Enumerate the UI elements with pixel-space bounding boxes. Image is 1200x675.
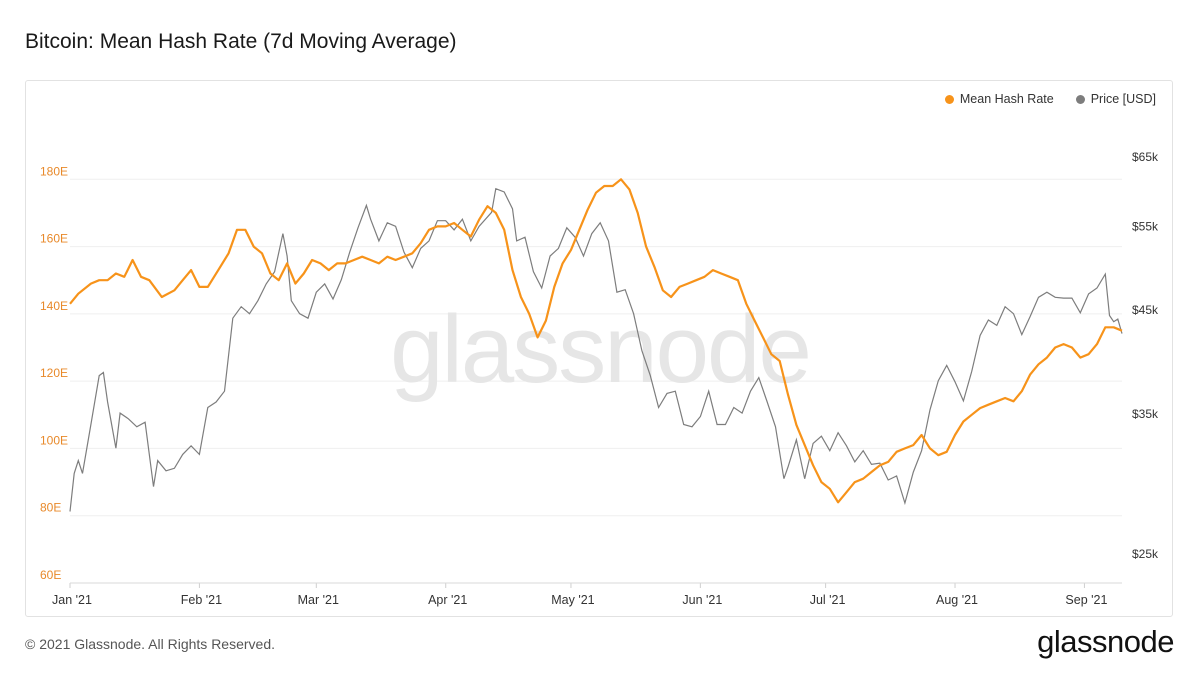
y-left-tick-label: 100E: [40, 433, 68, 447]
x-tick-label: Jul '21: [810, 593, 846, 607]
chart-legend: Mean Hash Rate Price [USD]: [944, 92, 1156, 106]
hash-rate-legend-dot: [944, 94, 954, 104]
x-axis: Jan '21 Feb '21 Mar '21 Apr '21 May '21 Jun '…: [52, 582, 1122, 607]
legend-item-price[interactable]: Price [USD]: [1075, 92, 1156, 106]
chart-frame: [25, 80, 1173, 617]
y-right-axis: $25k $35k $45k $55k $65k: [1132, 150, 1159, 561]
x-tick-label: Sep '21: [1065, 593, 1107, 607]
x-tick-label: Jan '21: [52, 593, 92, 607]
glassnode-logo[interactable]: glassnode: [1037, 624, 1174, 659]
y-left-tick-label: 120E: [40, 366, 68, 380]
x-tick-label: Jun '21: [682, 593, 722, 607]
footer-copyright: © 2021 Glassnode. All Rights Reserved.: [25, 636, 276, 652]
y-right-tick-label: $25k: [1132, 547, 1159, 561]
hash-rate-series-line: [69, 178, 1123, 504]
y-left-tick-label: 160E: [40, 232, 68, 246]
legend-label-hash-rate: Mean Hash Rate: [959, 92, 1054, 106]
x-tick-label: Apr '21: [428, 593, 467, 607]
y-left-axis: 60E 80E 100E 120E 140E 160E 180E: [40, 164, 68, 582]
page-title: Bitcoin: Mean Hash Rate (7d Moving Avera…: [25, 30, 457, 53]
y-left-tick-label: 140E: [40, 299, 68, 313]
x-tick-label: Feb '21: [181, 593, 222, 607]
price-legend-dot: [1075, 94, 1085, 104]
y-left-tick-label: 80E: [40, 501, 61, 515]
y-right-tick-label: $65k: [1132, 150, 1159, 164]
x-tick-label: Aug '21: [936, 593, 978, 607]
legend-label-price: Price [USD]: [1090, 92, 1156, 106]
x-tick-label: Mar '21: [298, 593, 339, 607]
y-left-tick-label: 60E: [40, 568, 61, 582]
y-right-tick-label: $35k: [1132, 407, 1159, 421]
x-tick-label: May '21: [551, 593, 594, 607]
legend-item-hash-rate[interactable]: Mean Hash Rate: [944, 92, 1054, 106]
y-right-tick-label: $55k: [1132, 219, 1159, 233]
price-series-line: [69, 187, 1123, 512]
y-right-tick-label: $45k: [1132, 303, 1159, 317]
chart-watermark: glassnode: [390, 296, 810, 403]
y-left-tick-label: 180E: [40, 164, 68, 178]
